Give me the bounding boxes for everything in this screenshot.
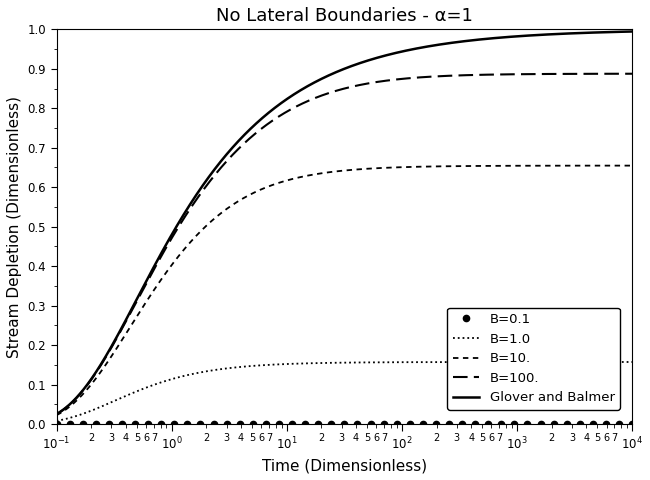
B=100. bbox=[274, 115, 281, 120]
B=0.1 bbox=[288, 421, 296, 427]
B=0.1 bbox=[629, 421, 636, 427]
B=1.0 bbox=[298, 360, 306, 366]
B=0.1 bbox=[170, 421, 178, 427]
B=0.1 bbox=[406, 421, 413, 427]
B=0.1 bbox=[497, 421, 505, 427]
B=0.1 bbox=[432, 421, 440, 427]
B=0.1 bbox=[445, 421, 453, 427]
Line: B=1.0: B=1.0 bbox=[57, 362, 632, 421]
B=10. bbox=[153, 284, 161, 289]
B=0.1 bbox=[576, 421, 584, 427]
B=0.1 bbox=[315, 421, 322, 427]
B=0.1 bbox=[471, 421, 479, 427]
X-axis label: Time (Dimensionless): Time (Dimensionless) bbox=[262, 458, 427, 473]
B=0.1 bbox=[118, 421, 126, 427]
B=0.1 bbox=[131, 421, 139, 427]
Line: B=0.1: B=0.1 bbox=[53, 421, 635, 427]
B=1.0 bbox=[153, 381, 161, 387]
B=10. bbox=[617, 163, 625, 168]
B=1.0 bbox=[555, 359, 563, 365]
B=0.1 bbox=[510, 421, 518, 427]
B=0.1 bbox=[550, 421, 558, 427]
Line: Glover and Balmer: Glover and Balmer bbox=[57, 32, 632, 414]
Line: B=100.: B=100. bbox=[57, 74, 632, 414]
B=0.1 bbox=[563, 421, 571, 427]
B=10. bbox=[118, 337, 126, 343]
B=100. bbox=[298, 101, 306, 107]
B=1.0 bbox=[53, 418, 60, 424]
Line: B=10.: B=10. bbox=[57, 166, 632, 415]
B=0.1 bbox=[380, 421, 387, 427]
Legend: B=0.1, B=1.0, B=10., B=100., Glover and Balmer: B=0.1, B=1.0, B=10., B=100., Glover and … bbox=[447, 308, 620, 409]
B=100. bbox=[555, 71, 563, 77]
B=0.1 bbox=[301, 421, 309, 427]
B=0.1 bbox=[249, 421, 257, 427]
B=0.1 bbox=[341, 421, 348, 427]
B=100. bbox=[153, 262, 161, 268]
B=0.1 bbox=[458, 421, 466, 427]
B=0.1 bbox=[484, 421, 492, 427]
B=0.1 bbox=[524, 421, 532, 427]
B=0.1 bbox=[92, 421, 99, 427]
B=10. bbox=[555, 163, 563, 168]
B=1.0 bbox=[274, 361, 281, 367]
Glover and Balmer bbox=[274, 103, 281, 109]
B=0.1 bbox=[602, 421, 610, 427]
Glover and Balmer bbox=[617, 29, 625, 35]
Title: No Lateral Boundaries - α=1: No Lateral Boundaries - α=1 bbox=[216, 7, 473, 25]
B=0.1 bbox=[105, 421, 112, 427]
B=0.1 bbox=[537, 421, 545, 427]
B=10. bbox=[274, 180, 281, 186]
B=0.1 bbox=[367, 421, 374, 427]
B=1.0 bbox=[629, 359, 636, 365]
B=0.1 bbox=[144, 421, 152, 427]
B=0.1 bbox=[275, 421, 283, 427]
B=0.1 bbox=[157, 421, 165, 427]
Glover and Balmer bbox=[555, 31, 563, 37]
Y-axis label: Stream Depletion (Dimensionless): Stream Depletion (Dimensionless) bbox=[7, 96, 22, 358]
B=10. bbox=[629, 163, 636, 168]
B=100. bbox=[629, 71, 636, 77]
B=1.0 bbox=[118, 395, 126, 400]
B=0.1 bbox=[393, 421, 400, 427]
Glover and Balmer bbox=[629, 29, 636, 35]
Glover and Balmer bbox=[118, 324, 126, 330]
B=0.1 bbox=[79, 421, 86, 427]
Glover and Balmer bbox=[153, 259, 161, 265]
B=0.1 bbox=[53, 421, 60, 427]
B=0.1 bbox=[236, 421, 244, 427]
B=100. bbox=[617, 71, 625, 77]
B=0.1 bbox=[196, 421, 204, 427]
B=0.1 bbox=[183, 421, 191, 427]
B=1.0 bbox=[617, 359, 625, 365]
B=100. bbox=[118, 325, 126, 331]
B=0.1 bbox=[419, 421, 427, 427]
B=0.1 bbox=[328, 421, 335, 427]
B=0.1 bbox=[615, 421, 623, 427]
B=0.1 bbox=[209, 421, 217, 427]
B=100. bbox=[53, 411, 60, 417]
Glover and Balmer bbox=[53, 411, 60, 417]
B=0.1 bbox=[354, 421, 361, 427]
B=0.1 bbox=[223, 421, 231, 427]
B=10. bbox=[298, 174, 306, 180]
Glover and Balmer bbox=[298, 86, 306, 92]
B=0.1 bbox=[262, 421, 270, 427]
B=10. bbox=[53, 412, 60, 418]
B=0.1 bbox=[589, 421, 597, 427]
B=0.1 bbox=[66, 421, 73, 427]
